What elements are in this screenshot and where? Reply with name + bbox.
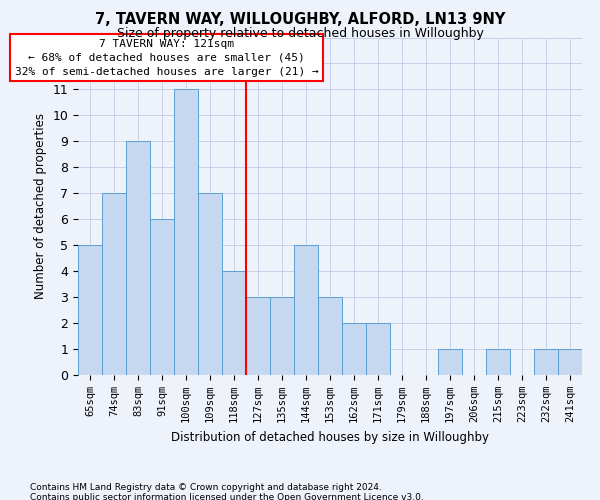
Bar [486, 349, 510, 375]
Text: Size of property relative to detached houses in Willoughby: Size of property relative to detached ho… [116, 28, 484, 40]
Bar [366, 323, 390, 375]
Bar [438, 349, 462, 375]
Bar [294, 245, 318, 375]
Y-axis label: Number of detached properties: Number of detached properties [34, 114, 47, 299]
X-axis label: Distribution of detached houses by size in Willoughby: Distribution of detached houses by size … [171, 430, 489, 444]
Bar [222, 271, 246, 375]
Bar [534, 349, 558, 375]
Bar [270, 297, 294, 375]
Bar [150, 219, 174, 375]
Text: Contains public sector information licensed under the Open Government Licence v3: Contains public sector information licen… [30, 492, 424, 500]
Bar [78, 245, 102, 375]
Bar [342, 323, 366, 375]
Text: 7, TAVERN WAY, WILLOUGHBY, ALFORD, LN13 9NY: 7, TAVERN WAY, WILLOUGHBY, ALFORD, LN13 … [95, 12, 505, 28]
Bar [246, 297, 270, 375]
Bar [126, 142, 150, 375]
Text: 7 TAVERN WAY: 121sqm
← 68% of detached houses are smaller (45)
32% of semi-detac: 7 TAVERN WAY: 121sqm ← 68% of detached h… [15, 39, 319, 77]
Bar [174, 90, 198, 375]
Bar [102, 194, 126, 375]
Bar [198, 194, 222, 375]
Bar [558, 349, 582, 375]
Bar [318, 297, 342, 375]
Text: Contains HM Land Registry data © Crown copyright and database right 2024.: Contains HM Land Registry data © Crown c… [30, 482, 382, 492]
